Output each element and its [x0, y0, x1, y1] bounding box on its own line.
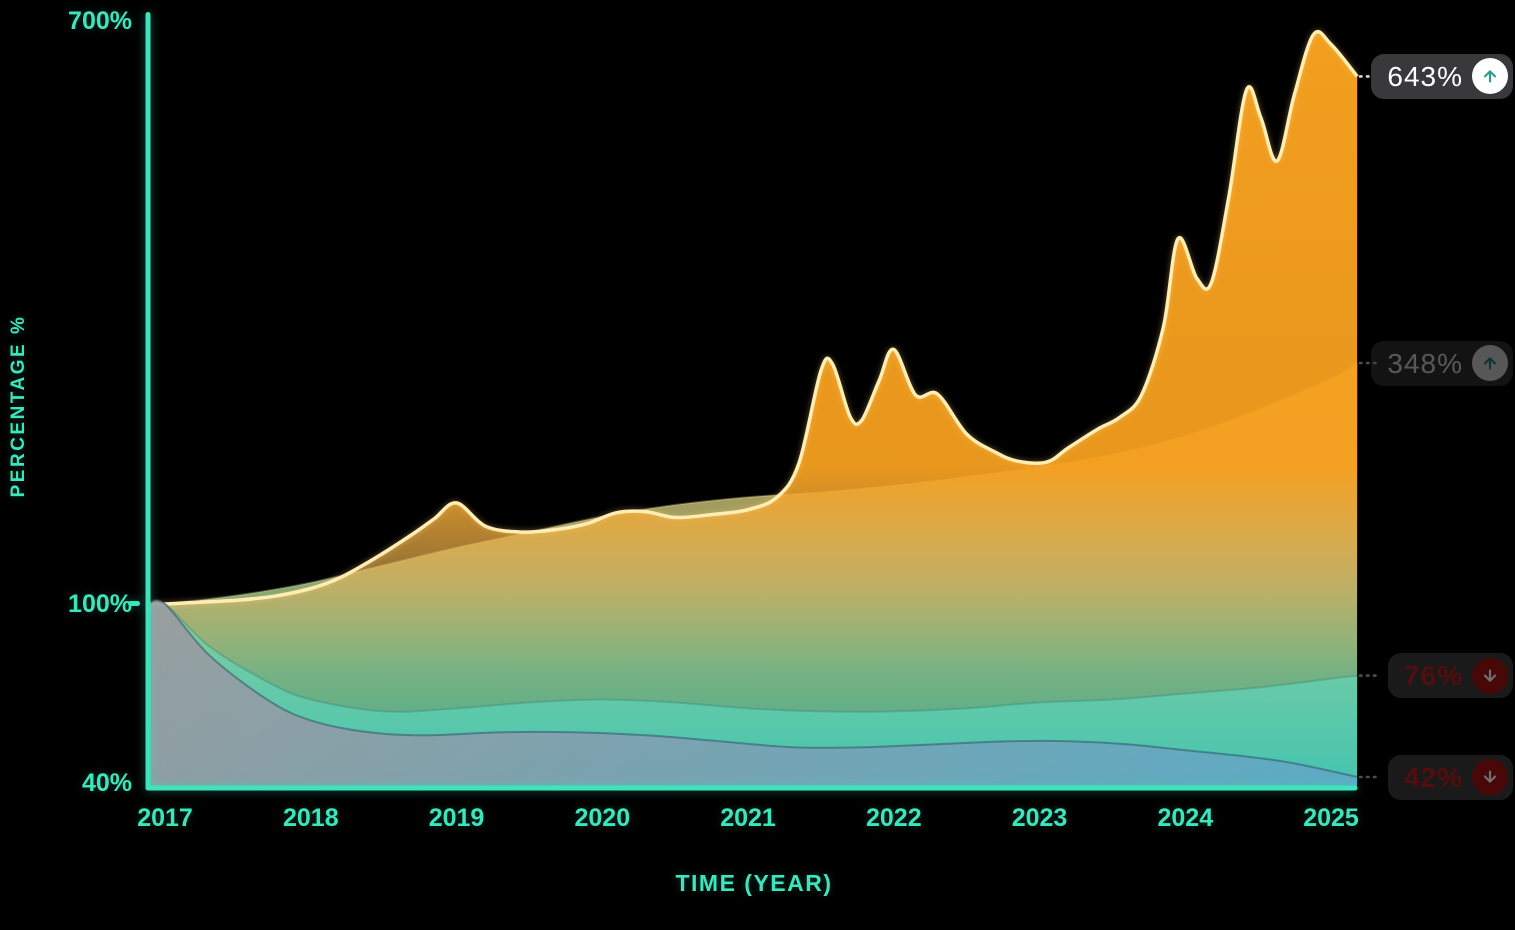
x-tick-label-2020: 2020 — [574, 804, 631, 832]
series-42-line — [147, 599, 1358, 778]
badge-643-percent[interactable]: 643% — [1371, 53, 1513, 99]
badge-76-percent[interactable]: 76% — [1387, 653, 1513, 699]
x-tick-label-2018: 2018 — [282, 804, 339, 832]
x-tick-label-2021: 2021 — [720, 804, 776, 832]
x-tick-label-2025: 2025 — [1303, 804, 1359, 832]
badge-348-value: 348% — [1387, 347, 1463, 379]
y-axis-line — [145, 12, 151, 791]
series-76-line — [147, 599, 1358, 713]
y-tick-label-100: 100% — [68, 590, 132, 618]
up-arrow-icon — [1472, 58, 1508, 95]
x-tick-label-2023: 2023 — [1011, 804, 1068, 832]
y-tick-label-700: 700% — [68, 7, 132, 35]
series-643-line — [147, 29, 1359, 606]
x-tick-label-2022: 2022 — [865, 804, 922, 832]
up-arrow-icon — [1472, 345, 1508, 381]
leader-lines — [1358, 75, 1383, 779]
x-tick-label-2024: 2024 — [1157, 804, 1214, 832]
x-tick-label-2017: 2017 — [137, 804, 193, 832]
y-tick-label-40: 40% — [81, 769, 132, 797]
y-axis-title: PERCENTAGE % — [8, 314, 29, 498]
x-axis-line — [145, 785, 1358, 791]
badge-348-percent[interactable]: 348% — [1371, 340, 1513, 386]
badge-42-percent[interactable]: 42% — [1387, 754, 1513, 800]
series-42-area — [148, 600, 1358, 787]
badge-76-value: 76% — [1403, 660, 1463, 692]
badge-643-value: 643% — [1387, 60, 1463, 92]
y-tick-100-marker — [128, 601, 140, 606]
series-areas — [147, 29, 1359, 787]
down-arrow-icon — [1472, 657, 1508, 694]
axes — [128, 12, 1358, 791]
down-arrow-icon — [1472, 759, 1508, 795]
x-tick-label-2019: 2019 — [428, 804, 485, 832]
badge-42-value: 42% — [1403, 761, 1463, 793]
x-axis-title: TIME (YEAR) — [675, 870, 833, 896]
series-643-area — [148, 31, 1358, 787]
